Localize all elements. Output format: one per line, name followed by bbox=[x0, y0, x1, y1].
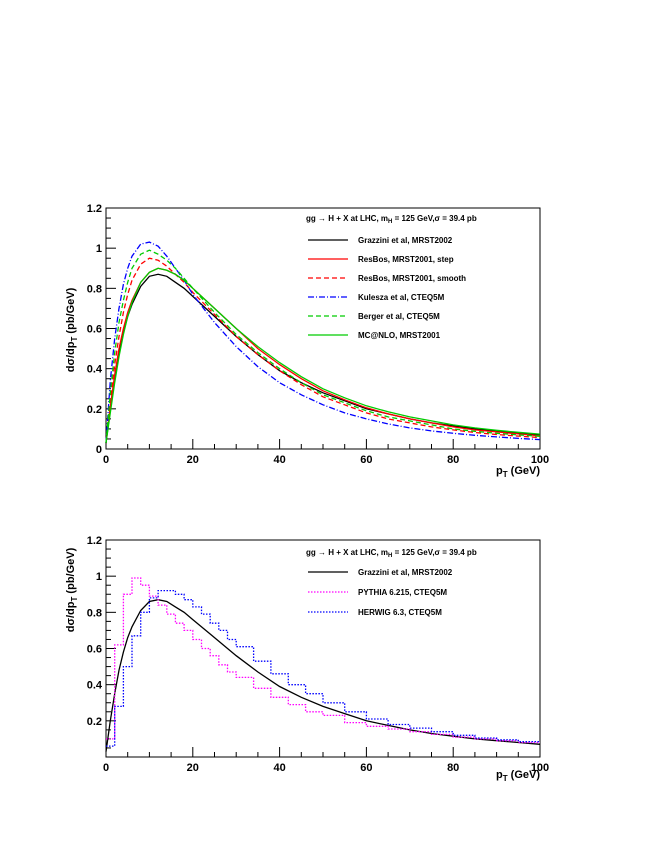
top-series-line bbox=[105, 273, 541, 444]
top-series-line bbox=[105, 267, 541, 444]
top-y-tick-label: 0.4 bbox=[87, 364, 103, 376]
top-chart: dσ/dpT (pb/GeV) pT (GeV) gg → H + X at L… bbox=[65, 203, 549, 479]
top-legend-label: Berger et al, CTEQ5M bbox=[358, 312, 440, 321]
bottom-legend-label: PYTHIA 6.215, CTEQ5M bbox=[358, 588, 447, 597]
bottom-legend-label: HERWIG 6.3, CTEQ5M bbox=[358, 608, 442, 617]
top-y-tick-label: 0.6 bbox=[87, 324, 102, 336]
bottom-legend: Grazzini et al, MRST2002 PYTHIA 6.215, CT… bbox=[308, 568, 453, 617]
top-x-tick-label: 100 bbox=[531, 454, 549, 466]
top-x-tick-label: 60 bbox=[360, 454, 372, 466]
top-legend-label: ResBos, MRST2001, step bbox=[358, 255, 454, 264]
top-legend-title: gg → H + X at LHC, mH = 125 GeV,σ = 39.4… bbox=[306, 214, 477, 225]
top-legend-label: MC@NLO, MRST2001 bbox=[358, 331, 441, 340]
bottom-y-tick-label: 0.6 bbox=[87, 644, 102, 656]
top-y-tick-label: 1.2 bbox=[87, 203, 102, 215]
bottom-x-tick-label: 60 bbox=[360, 762, 372, 774]
bottom-legend-title: gg → H + X at LHC, mH = 125 GeV,σ = 39.4… bbox=[306, 548, 477, 559]
bottom-x-tick-label: 80 bbox=[447, 762, 459, 774]
bottom-axis-ticks: 0 20 40 60 80 100 0.2 0.4 0.6 0.8 1 1.2 bbox=[87, 535, 549, 774]
top-series-line bbox=[105, 267, 541, 444]
bottom-x-tick-label: 40 bbox=[273, 762, 285, 774]
bottom-series-line bbox=[106, 577, 540, 744]
bottom-y-tick-label: 0.8 bbox=[87, 607, 102, 619]
bottom-y-tick-label: 1.2 bbox=[87, 535, 102, 547]
top-y-tick-label: 0 bbox=[96, 444, 102, 456]
bottom-series-group bbox=[105, 577, 541, 752]
top-x-tick-label: 80 bbox=[447, 454, 459, 466]
top-x-tick-label: 40 bbox=[273, 454, 285, 466]
top-legend: Grazzini et al, MRST2002 ResBos, MRST2001… bbox=[308, 236, 466, 340]
top-y-tick-label: 0.2 bbox=[87, 404, 102, 416]
top-y-tick-label: 0.8 bbox=[87, 283, 102, 295]
bottom-y-tick-label: 0.4 bbox=[87, 680, 103, 692]
bottom-legend-label: Grazzini et al, MRST2002 bbox=[358, 568, 453, 577]
top-x-tick-label: 0 bbox=[103, 454, 109, 466]
top-series-group bbox=[105, 241, 541, 444]
bottom-chart: dσ/dpT (pb/GeV) pT (GeV) gg → H + X at L… bbox=[65, 535, 549, 783]
bottom-y-axis-label: dσ/dpT (pb/GeV) bbox=[65, 547, 79, 632]
bottom-x-axis-label: pT (GeV) bbox=[496, 769, 540, 783]
top-series-line bbox=[105, 257, 541, 444]
bottom-x-tick-label: 100 bbox=[531, 762, 549, 774]
top-legend-label: Kulesza et al, CTEQ5M bbox=[358, 293, 445, 302]
bottom-series-line bbox=[105, 599, 541, 752]
bottom-x-tick-label: 20 bbox=[187, 762, 199, 774]
top-plot-frame bbox=[105, 207, 541, 450]
top-axis-ticks: 0 20 40 60 80 100 0 0.2 0.4 0.6 0.8 1 1.2 bbox=[87, 203, 549, 466]
top-series-line bbox=[105, 241, 541, 444]
top-series-line bbox=[105, 249, 541, 444]
top-x-axis-label: pT (GeV) bbox=[496, 465, 540, 479]
top-x-tick-label: 20 bbox=[187, 454, 199, 466]
top-legend-label: ResBos, MRST2001, smooth bbox=[358, 274, 466, 283]
bottom-y-tick-label: 0.2 bbox=[87, 716, 102, 728]
top-y-axis-label: dσ/dpT (pb/GeV) bbox=[65, 287, 79, 372]
bottom-x-tick-label: 0 bbox=[103, 762, 109, 774]
top-legend-label: Grazzini et al, MRST2002 bbox=[358, 236, 453, 245]
bottom-y-tick-label: 1 bbox=[96, 571, 102, 583]
top-y-tick-label: 1 bbox=[96, 243, 102, 255]
bottom-series-line bbox=[106, 589, 540, 747]
